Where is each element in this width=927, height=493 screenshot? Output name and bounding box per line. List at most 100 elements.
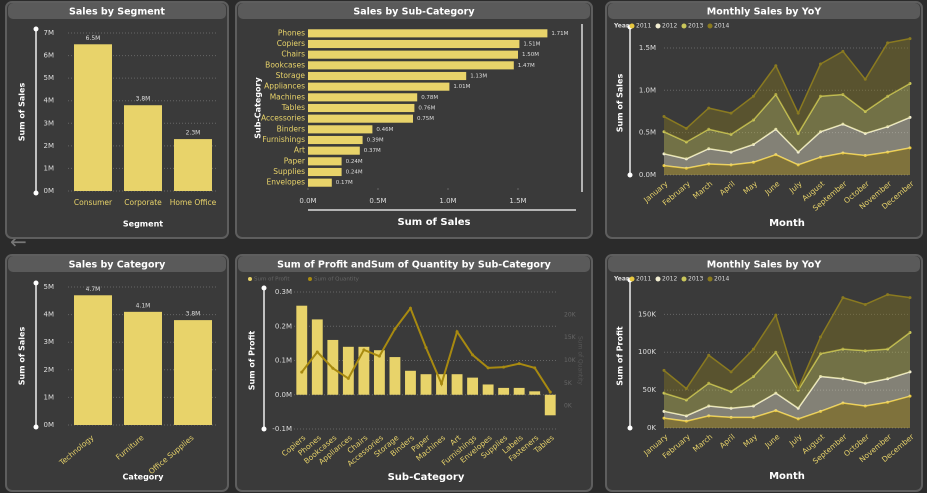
- data-label: 2.3M: [186, 130, 201, 137]
- y-tick-label: Paper: [284, 156, 306, 165]
- x-tick-label: 0.0M: [299, 197, 316, 205]
- point: [751, 160, 755, 164]
- point: [662, 416, 666, 420]
- y-tick-label: Furnishings: [262, 135, 305, 144]
- point: [729, 132, 733, 136]
- bar: [373, 350, 385, 395]
- point: [729, 406, 733, 410]
- point: [662, 368, 666, 372]
- bar: [308, 82, 450, 91]
- y-tick-label: 2M: [44, 142, 55, 150]
- point: [486, 366, 490, 370]
- bar: [308, 114, 413, 123]
- panel: [5, 254, 229, 492]
- y-tick-label: 50K: [643, 386, 657, 394]
- bar: [308, 93, 418, 102]
- y2-tick-label: 10K: [564, 357, 577, 364]
- x-axis-title: Category: [123, 473, 165, 482]
- y-tick-label: 1.5M: [639, 44, 656, 52]
- bar: [498, 387, 510, 395]
- legend-label: 2013: [688, 23, 703, 30]
- area-line: [663, 37, 911, 130]
- zoom-handle: [627, 425, 633, 431]
- point: [908, 82, 912, 86]
- zoom-handle: [33, 26, 39, 32]
- point: [841, 122, 845, 126]
- point: [751, 94, 755, 98]
- area-fill: [664, 147, 910, 175]
- area-line: [663, 116, 911, 160]
- point: [863, 381, 867, 385]
- point: [517, 362, 521, 366]
- data-label: 0.39M: [367, 138, 384, 144]
- x-axis-title: Segment: [123, 220, 163, 229]
- point: [796, 406, 800, 410]
- y-tick-label: 3M: [44, 119, 55, 127]
- y2-tick-label: 20K: [564, 311, 577, 318]
- bar: [308, 71, 467, 81]
- point: [751, 404, 755, 408]
- point: [774, 93, 778, 97]
- y-tick-label: 1M: [44, 164, 55, 172]
- y-axis-title: Sum of Profit: [616, 326, 625, 386]
- y-tick-label: Storage: [276, 71, 306, 80]
- y-tick-label: 0.1M: [275, 357, 292, 365]
- data-label: 1.13M: [470, 74, 487, 80]
- legend-marker: [707, 276, 713, 282]
- y-tick-label: 7M: [44, 29, 55, 37]
- panel-header: [608, 256, 920, 272]
- y-axis-title: Sub-Category: [254, 77, 263, 139]
- point: [346, 376, 350, 380]
- bar: [74, 44, 112, 192]
- point: [751, 415, 755, 419]
- point: [796, 131, 800, 135]
- legend-label: 2011: [636, 23, 651, 30]
- point: [684, 414, 688, 418]
- point: [819, 374, 823, 378]
- data-label: 0.24M: [346, 170, 363, 176]
- area-line: [663, 395, 911, 422]
- bar: [308, 103, 415, 113]
- point: [751, 118, 755, 122]
- zoom-handle: [261, 285, 267, 291]
- y-tick-label: Chairs: [281, 50, 305, 59]
- x-tick-label: Consumer: [74, 198, 113, 207]
- point: [707, 162, 711, 166]
- point: [707, 353, 711, 357]
- x-tick-label: 1.5M: [509, 197, 526, 205]
- point: [819, 352, 823, 356]
- legend-label: 2012: [662, 23, 677, 30]
- bar: [529, 391, 541, 395]
- data-label: 1.47M: [518, 63, 535, 69]
- area-line: [663, 371, 911, 417]
- point: [331, 366, 335, 370]
- point: [841, 401, 845, 405]
- point: [863, 109, 867, 113]
- point: [729, 415, 733, 419]
- y-tick-label: Binders: [277, 124, 305, 133]
- area-line: [663, 331, 911, 401]
- point: [533, 366, 537, 370]
- x-axis-title: Sum of Sales: [397, 217, 470, 228]
- point: [863, 154, 867, 158]
- data-label: 1.51M: [523, 42, 540, 48]
- x-tick-label: 0.5M: [369, 197, 386, 205]
- point: [863, 404, 867, 408]
- point: [908, 331, 912, 335]
- point: [707, 106, 711, 110]
- zoom-handle: [627, 172, 633, 178]
- point: [841, 93, 845, 97]
- point: [300, 370, 304, 374]
- data-label: 6.5M: [86, 35, 101, 42]
- bar: [451, 374, 463, 395]
- legend-title: Year: [613, 276, 629, 283]
- point: [819, 62, 823, 66]
- x-axis-title: Month: [769, 471, 805, 482]
- bar: [420, 374, 432, 395]
- point: [707, 414, 711, 418]
- point: [841, 377, 845, 381]
- point: [684, 419, 688, 423]
- point: [707, 147, 711, 151]
